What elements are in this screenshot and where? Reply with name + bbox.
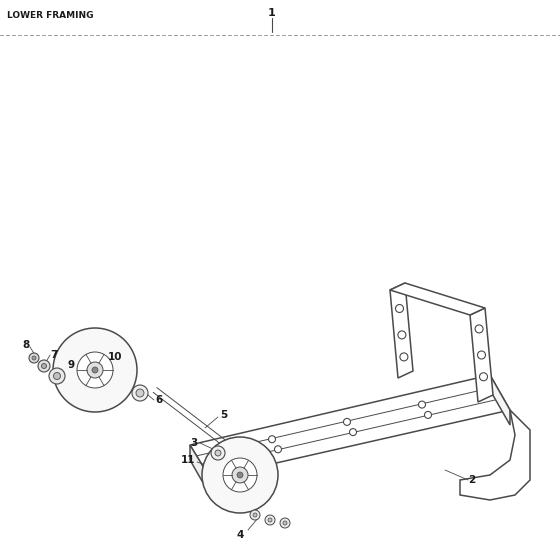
Circle shape (400, 353, 408, 361)
Circle shape (274, 446, 282, 453)
Text: 11: 11 (180, 455, 195, 465)
Circle shape (77, 352, 113, 388)
Polygon shape (190, 375, 510, 478)
Circle shape (136, 389, 144, 397)
Circle shape (32, 356, 36, 360)
Circle shape (41, 363, 46, 368)
Circle shape (38, 360, 50, 372)
Circle shape (398, 331, 406, 339)
Circle shape (223, 458, 257, 492)
Text: 5: 5 (220, 410, 227, 420)
Circle shape (250, 510, 260, 520)
Text: 4: 4 (236, 530, 244, 540)
Polygon shape (470, 308, 493, 402)
Text: 1: 1 (268, 8, 276, 18)
Circle shape (202, 437, 278, 513)
Circle shape (232, 467, 248, 483)
Circle shape (132, 385, 148, 401)
Circle shape (349, 428, 357, 436)
Circle shape (418, 401, 426, 408)
Circle shape (237, 472, 243, 478)
Polygon shape (390, 283, 485, 315)
Circle shape (29, 353, 39, 363)
Circle shape (87, 362, 103, 378)
Circle shape (253, 513, 257, 517)
Text: 8: 8 (22, 340, 29, 350)
Circle shape (211, 446, 225, 460)
Circle shape (92, 367, 98, 373)
Circle shape (283, 521, 287, 525)
Circle shape (49, 368, 65, 384)
Text: 3: 3 (191, 438, 198, 448)
Circle shape (479, 373, 488, 381)
Text: 6: 6 (155, 395, 162, 405)
Text: 9: 9 (67, 360, 74, 370)
Text: LOWER FRAMING: LOWER FRAMING (7, 11, 94, 20)
Circle shape (53, 328, 137, 412)
Circle shape (265, 515, 275, 525)
Polygon shape (190, 445, 210, 495)
Text: 7: 7 (50, 350, 57, 360)
Circle shape (268, 436, 276, 443)
Polygon shape (460, 410, 530, 500)
Circle shape (54, 372, 60, 380)
Circle shape (215, 450, 221, 456)
Circle shape (424, 412, 432, 418)
Circle shape (475, 325, 483, 333)
Circle shape (395, 305, 404, 312)
Circle shape (280, 518, 290, 528)
Text: 10: 10 (108, 352, 123, 362)
Text: 2: 2 (468, 475, 475, 485)
Circle shape (478, 351, 486, 359)
Circle shape (268, 518, 272, 522)
Polygon shape (390, 283, 413, 378)
Polygon shape (490, 375, 510, 425)
Circle shape (343, 418, 351, 426)
